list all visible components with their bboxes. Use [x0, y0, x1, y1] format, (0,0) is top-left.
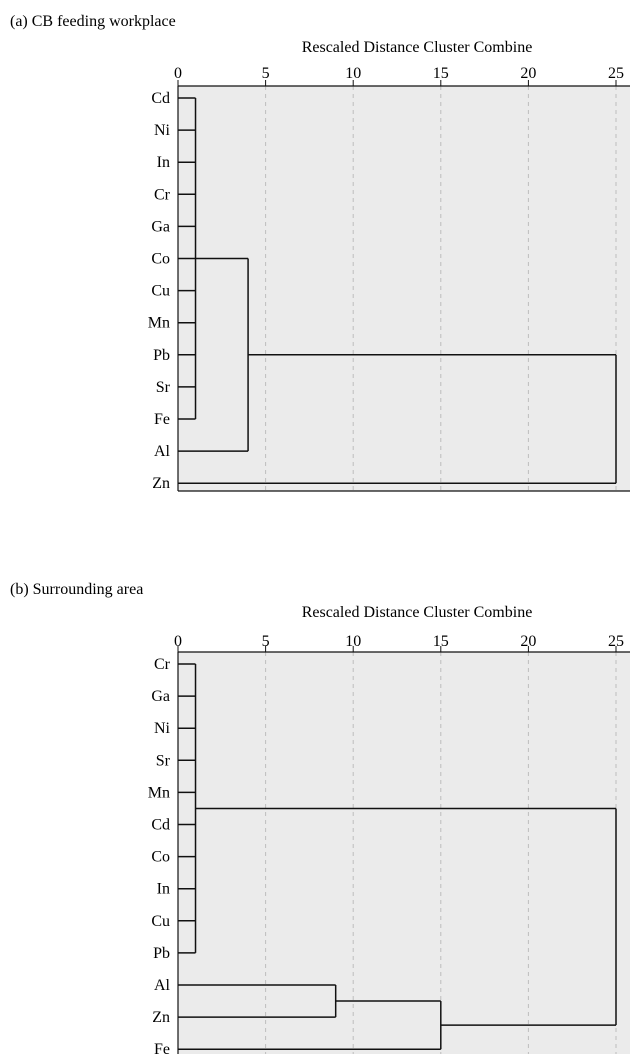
dendrogram-panel-a: (a) CB feeding workplace Rescaled Distanc… [10, 13, 630, 492]
leaf-label: Fe [154, 411, 170, 428]
tick-label: 5 [262, 633, 270, 650]
leaf-label: Sr [156, 379, 171, 396]
leaf-label: Al [154, 977, 171, 994]
tick-label: 20 [520, 65, 536, 82]
leaf-label: Zn [152, 475, 170, 492]
leaf-label: Co [151, 251, 170, 268]
leaf-label: Sr [156, 752, 171, 769]
leaf-label: Cr [154, 656, 171, 673]
axis-title: Rescaled Distance Cluster Combine [302, 39, 533, 56]
leaf-label: Co [151, 849, 170, 866]
leaf-label: Cd [151, 90, 170, 107]
leaf-label: Cd [151, 817, 170, 834]
tick-label: 10 [345, 633, 361, 650]
panel-title: (a) CB feeding workplace [10, 13, 176, 30]
leaf-label: Cu [151, 913, 170, 930]
leaf-label: Mn [148, 315, 170, 332]
plot-background [178, 86, 630, 491]
tick-label: 15 [433, 65, 449, 82]
axis-title: Rescaled Distance Cluster Combine [302, 604, 533, 621]
tick-label: 25 [608, 633, 624, 650]
leaf-label: Cr [154, 186, 171, 203]
dendrogram-links [178, 97, 617, 484]
tick-label: 20 [520, 633, 536, 650]
tick-label: 15 [433, 633, 449, 650]
leaf-label: Pb [153, 945, 170, 962]
leaf-label: Mn [148, 784, 170, 801]
leaf-label: Al [154, 443, 171, 460]
leaf-label: Cu [151, 283, 170, 300]
tick-label: 5 [262, 65, 270, 82]
dendrogram-links [178, 663, 617, 1050]
dendrogram-panel-b: (b) Surrounding area Rescaled Distance Cl… [10, 581, 630, 1054]
tick-label: 0 [174, 633, 182, 650]
leaf-label: Ga [151, 218, 170, 235]
leaf-label: Ni [154, 720, 171, 737]
leaf-label: Ga [151, 688, 170, 705]
leaf-label: Ni [154, 122, 171, 139]
leaf-label: Fe [154, 1041, 170, 1054]
panel-title: (b) Surrounding area [10, 581, 143, 598]
leaf-label: Zn [152, 1009, 170, 1026]
leaf-label: In [157, 881, 170, 898]
tick-label: 0 [174, 65, 182, 82]
tick-label: 25 [608, 65, 624, 82]
leaf-label: In [157, 154, 170, 171]
leaf-label: Pb [153, 347, 170, 364]
plot-background [178, 652, 630, 1054]
tick-label: 10 [345, 65, 361, 82]
